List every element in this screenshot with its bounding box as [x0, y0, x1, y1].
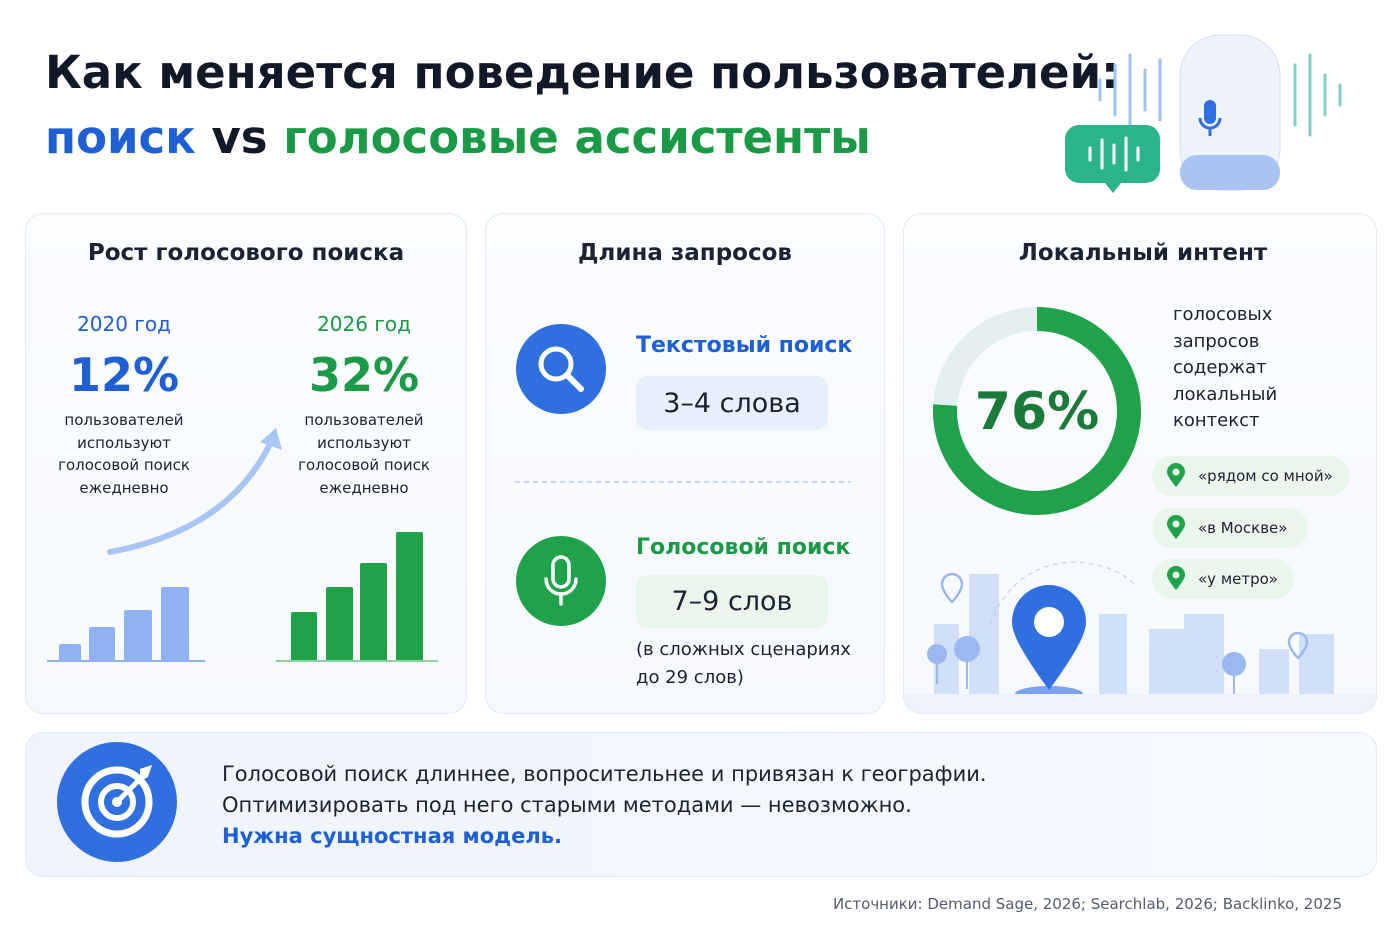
text-line: локальный [1173, 383, 1278, 405]
title-line: поиск vs голосовые ассистенты [45, 111, 871, 164]
share: 12% [68, 348, 180, 402]
summary-panel [25, 732, 1377, 877]
text-line: ежедневно [79, 478, 169, 497]
donut-arc [933, 307, 1141, 515]
growth-illustration [47, 428, 438, 662]
search-label: Текстовый поиск [636, 333, 853, 358]
length-card: Длина запросов [485, 213, 885, 714]
text-line: ежедневно [319, 478, 409, 497]
example-pill: «рядом со мной» [1152, 456, 1350, 496]
donut-label: 76% [975, 382, 1099, 442]
text-line: запросов [1173, 330, 1260, 352]
title-voice: голосовые ассистенты [283, 111, 871, 164]
description: пользователей используют голосовой поиск еж… [298, 409, 430, 499]
pin-icons [1167, 463, 1185, 590]
note: (в сложных сценариях до 29 слов) [636, 636, 851, 692]
description: пользователей используют голосовой поиск еж… [58, 409, 190, 499]
share: 32% [308, 348, 420, 402]
text-line: используют [317, 433, 411, 452]
note-line: (в сложных сценариях [636, 639, 851, 660]
text-line: пользователей [64, 411, 184, 429]
text-line: контекст [1173, 410, 1260, 431]
example: «рядом со мной» [1198, 467, 1333, 485]
text-line: пользователей [304, 411, 424, 429]
example: «в Москве» [1198, 519, 1288, 537]
note-line: до 29 слов) [636, 667, 744, 688]
speaker-illustration [1065, 34, 1342, 193]
card-title: Рост голосового поиска [87, 240, 405, 266]
length-pill: 7–9 слов [636, 575, 828, 628]
city-illustration [904, 561, 1376, 713]
local-text: голосовых запросов содержат локальный контек… [1173, 302, 1277, 435]
example: «у метро» [1198, 570, 1278, 588]
sources: Источники: Demand Sage, 2026; Searchlab,… [832, 895, 1342, 913]
title-line: Как меняется поведение пользователей: [45, 46, 1120, 99]
year: 2026 год [317, 312, 411, 336]
mic-icon [516, 536, 606, 626]
summary-highlight: Нужна сущностная модель. [222, 824, 562, 848]
summary-line: Оптимизировать под него старыми методами… [222, 793, 912, 817]
target-icon [57, 742, 177, 862]
card-title: Локальный интент [1018, 240, 1268, 266]
text-line: используют [77, 433, 171, 452]
donut-chart: 76% [933, 307, 1141, 515]
divider [515, 481, 851, 483]
summary-text: Голосовой поиск длиннее, вопросительнее … [222, 759, 987, 852]
card-title: Длина запросов [578, 240, 792, 266]
title-search: поиск [45, 111, 196, 164]
text-line: голосовой поиск [58, 456, 190, 474]
summary-line: Голосовой поиск длиннее, вопросительнее … [222, 762, 987, 786]
text-line: голосовых [1173, 304, 1273, 325]
length-pill: 3–4 слова [636, 376, 828, 430]
text-line: содержат [1173, 357, 1267, 378]
voice-label: Голосовой поиск [636, 535, 851, 560]
text-line: голосовой поиск [298, 456, 430, 474]
year: 2020 год [77, 312, 171, 336]
title-vs: vs [211, 111, 268, 164]
search-icon [516, 324, 606, 414]
